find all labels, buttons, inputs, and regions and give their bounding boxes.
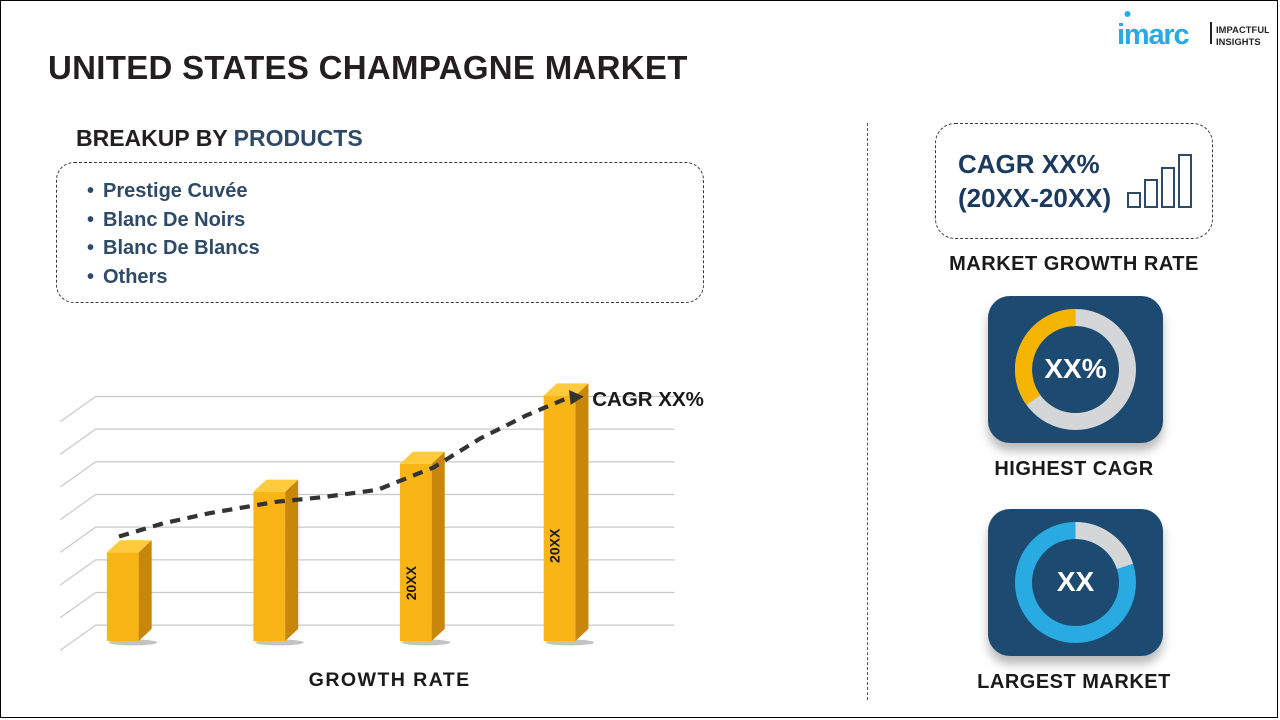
svg-text:CAGR XX%: CAGR XX% — [592, 388, 704, 411]
svg-text:20XX: 20XX — [547, 528, 563, 563]
svg-text:XX%: XX% — [1044, 353, 1106, 384]
svg-text:INSIGHTS: INSIGHTS — [1216, 37, 1261, 47]
svg-text:IMPACTFUL: IMPACTFUL — [1216, 25, 1269, 35]
svg-text:20XX: 20XX — [403, 565, 419, 600]
svg-text:GROWTH RATE: GROWTH RATE — [309, 669, 471, 691]
svg-text:XX: XX — [1057, 566, 1095, 597]
svg-text:imarc: imarc — [1119, 19, 1189, 51]
